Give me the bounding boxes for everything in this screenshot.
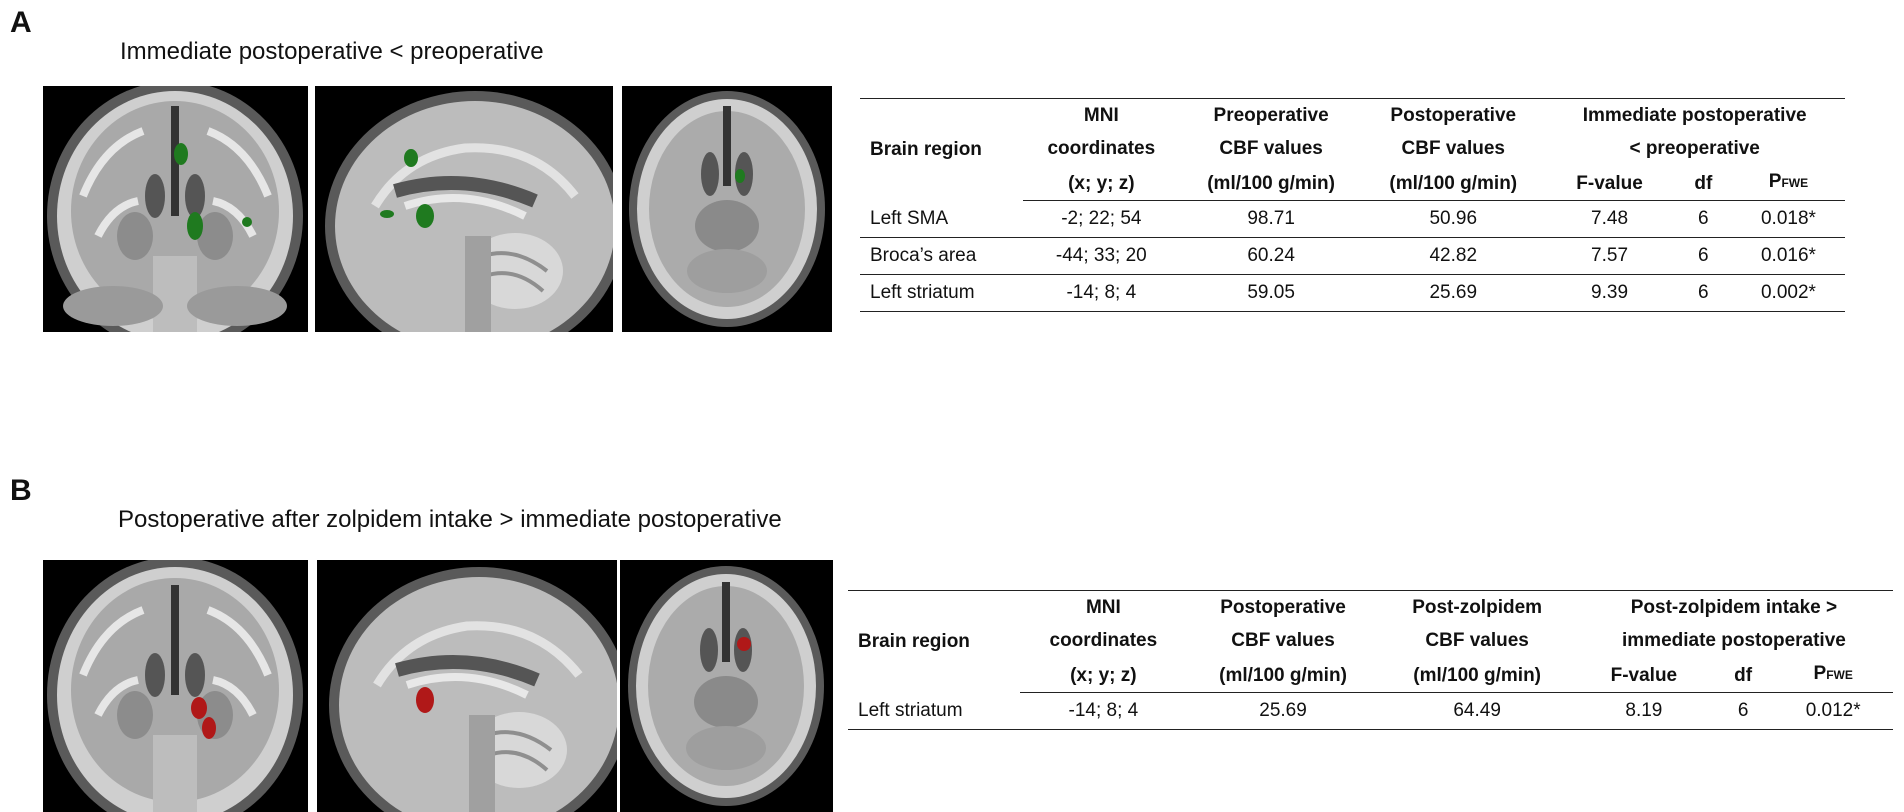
- header-group: immediate postoperative: [1622, 630, 1846, 651]
- panel-a: A Immediate postoperative < preoperative: [0, 0, 1904, 400]
- header-postoperative: (ml/100 g/min): [1362, 165, 1545, 201]
- panel-b-title: Postoperative after zolpidem intake > im…: [118, 506, 782, 533]
- p-label: P: [1813, 663, 1827, 684]
- stats-table-a: Brain region MNI Preoperative Postoperat…: [860, 98, 1845, 312]
- cell-pre: 59.05: [1180, 274, 1363, 312]
- activation-blob: [191, 697, 216, 739]
- cell-mni: -44; 33; 20: [1022, 237, 1181, 275]
- cell-f: 8.19: [1574, 692, 1713, 730]
- coronal-brain-scan-b: [43, 560, 308, 812]
- table-row: Left striatum -14; 8; 4 59.05 25.69 9.39…: [860, 274, 1845, 312]
- cell-post: 25.69: [1186, 692, 1380, 730]
- header-mni: MNI: [1020, 590, 1187, 624]
- cell-df: 6: [1674, 274, 1732, 312]
- p-label: P: [1768, 171, 1782, 192]
- header-mni: coordinates: [1047, 138, 1156, 159]
- cell-p: 0.002*: [1731, 274, 1845, 312]
- header-postoperative: Postoperative: [1362, 98, 1545, 132]
- header-p-fwe: PFWE: [1731, 165, 1845, 201]
- cell-pre: 98.71: [1180, 200, 1363, 238]
- p-subscript: FWE: [1826, 668, 1853, 682]
- header-df: df: [1712, 657, 1774, 693]
- header-post-zolpidem: (ml/100 g/min): [1379, 657, 1575, 693]
- cell-region: Left striatum: [848, 692, 1021, 730]
- header-preoperative: Preoperative: [1180, 98, 1363, 132]
- header-preoperative: (ml/100 g/min): [1180, 165, 1363, 201]
- header-preoperative: CBF values: [1219, 138, 1323, 159]
- header-f-value: F-value: [1544, 165, 1675, 201]
- activation-blob: [735, 169, 745, 183]
- cell-f: 7.48: [1544, 200, 1675, 238]
- cell-p: 0.016*: [1731, 237, 1845, 275]
- header-group: Immediate postoperative: [1544, 98, 1845, 132]
- header-group: < preoperative: [1629, 138, 1760, 159]
- header-mni: coordinates: [1049, 630, 1158, 651]
- cell-zolp: 64.49: [1379, 692, 1575, 730]
- activation-blob: [380, 149, 434, 228]
- header-postoperative: (ml/100 g/min): [1186, 657, 1380, 693]
- cell-region: Left striatum: [860, 274, 1023, 312]
- sagittal-brain-scan-b: [317, 560, 617, 812]
- cell-region: Broca’s area: [860, 237, 1023, 275]
- p-subscript: FWE: [1781, 176, 1809, 190]
- header-mni: (x; y; z): [1022, 165, 1181, 201]
- header-group: Post-zolpidem intake >: [1574, 590, 1893, 624]
- cell-f: 7.57: [1544, 237, 1675, 275]
- header-post-zolpidem: Post-zolpidem: [1379, 590, 1575, 624]
- cell-post: 25.69: [1362, 274, 1545, 312]
- table-row: Left striatum -14; 8; 4 25.69 64.49 8.19…: [848, 692, 1893, 730]
- activation-blob: [737, 637, 751, 651]
- cell-df: 6: [1712, 692, 1774, 730]
- panel-a-title: Immediate postoperative < preoperative: [120, 38, 544, 65]
- header-mni: MNI: [1022, 98, 1181, 132]
- header-postoperative: CBF values: [1401, 138, 1505, 159]
- cell-df: 6: [1674, 200, 1732, 238]
- cell-mni: -14; 8; 4: [1022, 274, 1181, 312]
- cell-f: 9.39: [1544, 274, 1675, 312]
- cell-mni: -14; 8; 4: [1020, 692, 1187, 730]
- cell-p: 0.018*: [1731, 200, 1845, 238]
- header-postoperative: Postoperative: [1186, 590, 1380, 624]
- cell-df: 6: [1674, 237, 1732, 275]
- header-df: df: [1674, 165, 1732, 201]
- header-mni: (x; y; z): [1020, 657, 1187, 693]
- axial-brain-scan-b: [620, 560, 833, 812]
- coronal-brain-scan-a: [43, 86, 308, 332]
- header-postoperative: CBF values: [1231, 630, 1335, 651]
- activation-blob: [416, 687, 434, 713]
- cell-pre: 60.24: [1180, 237, 1363, 275]
- cell-post: 50.96: [1362, 200, 1545, 238]
- table-row: Left SMA -2; 22; 54 98.71 50.96 7.48 6 0…: [860, 200, 1845, 238]
- sagittal-brain-scan-a: [315, 86, 613, 332]
- cell-region: Left SMA: [860, 200, 1023, 238]
- cell-mni: -2; 22; 54: [1022, 200, 1181, 238]
- axial-brain-scan-a: [622, 86, 832, 332]
- panel-b: B Postoperative after zolpidem intake > …: [0, 470, 1904, 812]
- panel-letter-a: A: [10, 6, 32, 39]
- cell-p: 0.012*: [1773, 692, 1893, 730]
- header-post-zolpidem: CBF values: [1425, 630, 1529, 651]
- header-p-fwe: PFWE: [1773, 657, 1893, 693]
- cell-post: 42.82: [1362, 237, 1545, 275]
- header-brain-region: Brain region: [860, 98, 1023, 201]
- table-row: Broca’s area -44; 33; 20 60.24 42.82 7.5…: [860, 237, 1845, 275]
- stats-table-b: Brain region MNI Postoperative Post-zolp…: [848, 590, 1893, 730]
- activation-blob: [174, 143, 252, 240]
- header-f-value: F-value: [1574, 657, 1713, 693]
- panel-letter-b: B: [10, 474, 32, 507]
- header-brain-region: Brain region: [848, 590, 1021, 693]
